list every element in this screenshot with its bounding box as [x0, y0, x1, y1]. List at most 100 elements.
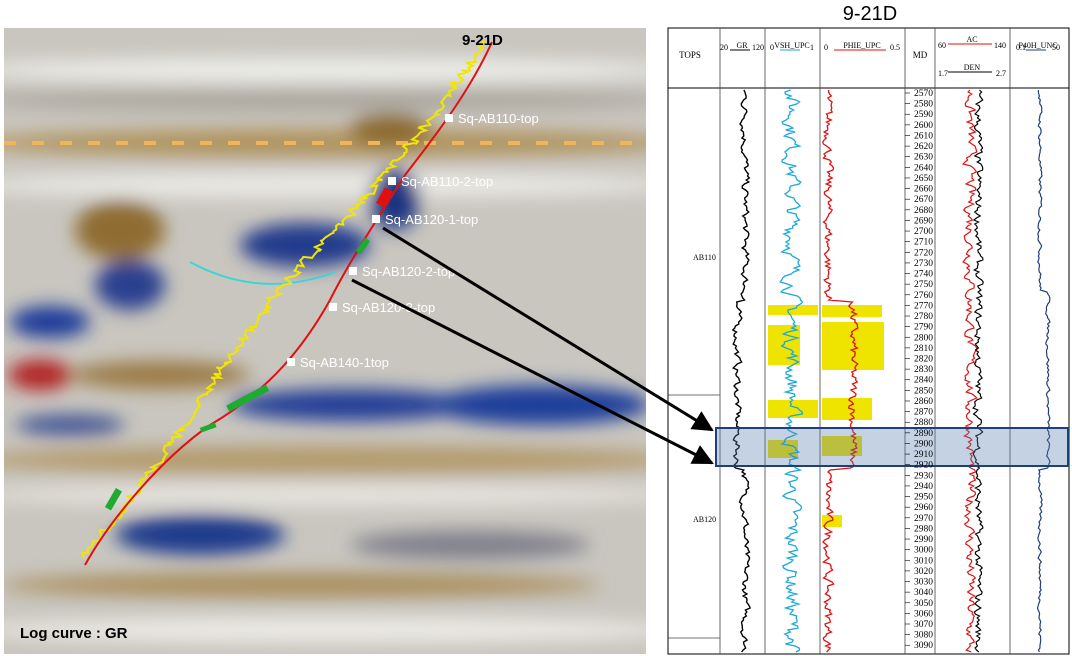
marker-label: Sq-AB110-top	[458, 111, 539, 126]
depth-label: 2630	[914, 153, 933, 163]
depth-label: 2590	[914, 110, 933, 120]
depth-label: 3020	[914, 567, 933, 577]
marker-square	[445, 114, 453, 122]
depth-label: 2600	[914, 121, 933, 131]
depth-label: 2910	[914, 450, 933, 460]
caption: Log curve : GR	[20, 625, 128, 642]
track-name: P40H_UNC	[1018, 41, 1057, 50]
depth-label: 3060	[914, 609, 933, 619]
gr-curve	[80, 39, 487, 559]
depth-label: 2700	[914, 227, 933, 237]
horizon-pick	[189, 261, 336, 285]
track-min: 20	[720, 43, 728, 52]
depth-label: 2940	[914, 482, 933, 492]
track-name: PHIE_UPC	[843, 41, 880, 50]
track-min: 60	[938, 41, 946, 50]
marker-label: Sq-AB120-1-top	[385, 212, 478, 227]
depth-label: 2580	[914, 100, 933, 110]
den-log	[972, 89, 984, 653]
depth-label: 2890	[914, 429, 933, 439]
depth-label: 2810	[914, 344, 933, 354]
p40h-log	[1036, 89, 1051, 653]
depth-label: 2840	[914, 376, 933, 386]
ac-log	[961, 89, 978, 653]
phie-log	[821, 89, 859, 653]
depth-label: 2640	[914, 163, 933, 173]
depth-label: 2870	[914, 408, 933, 418]
tops-header: TOPS	[679, 50, 701, 60]
depth-label: 2800	[914, 333, 933, 343]
depth-label: 2850	[914, 386, 933, 396]
well-path	[84, 41, 493, 566]
marker-square	[388, 177, 396, 185]
depth-label: 2820	[914, 355, 933, 365]
top-label: AB120	[693, 515, 716, 524]
depth-label: 3080	[914, 631, 933, 641]
vsh-log	[779, 89, 804, 653]
depth-label: 2660	[914, 185, 933, 195]
depth-label: 2920	[914, 461, 933, 471]
depth-label: 2830	[914, 365, 933, 375]
depth-label: 2720	[914, 248, 933, 258]
depth-label: 2950	[914, 493, 933, 503]
depth-label: 3090	[914, 641, 933, 651]
arrow	[351, 278, 714, 465]
green-segments	[104, 187, 393, 511]
depth-label: 2990	[914, 535, 933, 545]
marker-label: Sq-AB140-1top	[300, 355, 389, 370]
track-max: 1	[810, 43, 814, 52]
track-max: 50	[1052, 43, 1060, 52]
track-name: DEN	[964, 63, 981, 72]
depth-label: 2750	[914, 280, 933, 290]
depth-label: 2970	[914, 514, 933, 524]
marker-square	[372, 215, 380, 223]
depth-label: 2620	[914, 142, 933, 152]
depth-label: 3010	[914, 556, 933, 566]
track-name: VSH_UPC	[774, 41, 810, 50]
marker-square	[287, 358, 295, 366]
track-min: 0	[770, 43, 774, 52]
depth-label: 2900	[914, 439, 933, 449]
depth-label: 2570	[914, 89, 933, 99]
track-min: 0.1	[1016, 43, 1026, 52]
depth-label: 2880	[914, 418, 933, 428]
marker-square	[349, 267, 357, 275]
depth-label: 2760	[914, 291, 933, 301]
depth-label: 2650	[914, 174, 933, 184]
track-max: 120	[752, 43, 764, 52]
depth-label: 2710	[914, 238, 933, 248]
depth-label: 3070	[914, 620, 933, 630]
arrow	[382, 226, 714, 432]
depth-label: 3030	[914, 578, 933, 588]
depth-label: 3050	[914, 599, 933, 609]
depth-label: 2960	[914, 503, 933, 513]
depth-label: 2740	[914, 270, 933, 280]
track-min: 0	[824, 43, 828, 52]
seismic-section: Sq-AB110-top Sq-AB110-2-top Sq-AB120-1-top…	[4, 28, 646, 654]
depth-label: 2790	[914, 323, 933, 333]
gr-log	[731, 89, 752, 653]
depth-label: 2670	[914, 195, 933, 205]
depth-label: 2980	[914, 524, 933, 534]
well-name: 9-21D	[462, 32, 503, 49]
marker-label: Sq-AB120-3-top	[342, 300, 435, 315]
depth-label: 2730	[914, 259, 933, 269]
depth-label: 2780	[914, 312, 933, 322]
track-max: 2.7	[996, 69, 1006, 78]
depth-label: 2610	[914, 131, 933, 141]
highlight-box	[715, 427, 1069, 467]
track-name: GR	[736, 41, 748, 50]
marker-label: Sq-AB120-2-top	[362, 264, 455, 279]
depth-label: 2860	[914, 397, 933, 407]
marker-label: Sq-AB110-2-top	[401, 174, 493, 189]
track-name: AC	[966, 35, 977, 44]
depth-label: 2690	[914, 216, 933, 226]
log-title: 9-21D	[843, 3, 897, 25]
top-label: AB110	[693, 253, 716, 262]
depth-label: 3000	[914, 546, 933, 556]
depth-label: 2770	[914, 301, 933, 311]
track-max: 0.5	[890, 43, 900, 52]
marker-square	[329, 303, 337, 311]
